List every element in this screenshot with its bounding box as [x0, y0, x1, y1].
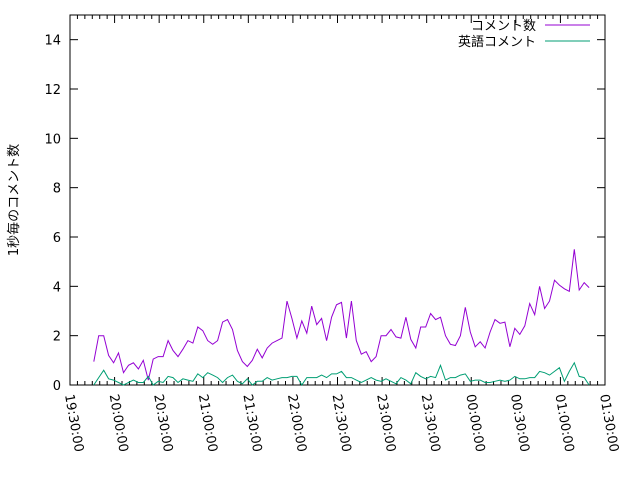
x-tick-label: 21:00:00 [195, 393, 220, 453]
x-tick-label: 23:00:00 [373, 393, 398, 453]
legend-label: 英語コメント [458, 34, 536, 50]
x-tick-label: 23:30:00 [418, 393, 443, 453]
y-tick-label: 14 [44, 34, 61, 49]
legend-label: コメント数 [471, 19, 536, 34]
x-tick-label: 00:00:00 [462, 393, 487, 453]
series-line-1 [93, 249, 590, 381]
y-tick-label: 2 [53, 330, 61, 345]
x-tick-label: 00:30:00 [507, 393, 532, 453]
x-tick-label: 20:00:00 [106, 393, 131, 453]
x-tick-label: 20:30:00 [150, 393, 175, 453]
axes: 0 2 4 6 8 10 12 14 19:30:00 20:00:00 20:30:00 21:00… [44, 14, 621, 453]
y-tick-label: 8 [53, 182, 61, 197]
y-tick-label: 6 [53, 231, 61, 246]
x-tick-label: 22:00:00 [284, 393, 309, 453]
y-tick-label: 4 [53, 280, 61, 295]
x-tick-label: 22:30:00 [329, 393, 354, 453]
x-tick-label: 19:30:00 [61, 393, 86, 453]
x-tick-label: 21:30:00 [239, 393, 264, 453]
y-tick-label: 0 [53, 379, 61, 394]
x-tick-label: 01:00:00 [551, 393, 576, 453]
series-group [93, 249, 590, 386]
y-axis-label: 1秒毎のコメント数 [6, 144, 22, 256]
y-tick-label: 12 [44, 83, 61, 98]
x-tick-label: 01:30:00 [596, 393, 621, 453]
series-line-2 [93, 361, 590, 386]
plot-border [69, 14, 606, 386]
y-tick-label: 10 [44, 132, 61, 147]
